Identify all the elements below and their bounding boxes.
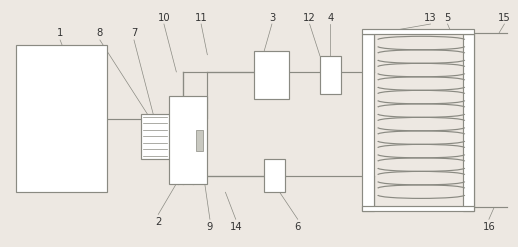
Bar (362, 206, 474, 211)
Bar (141, 114, 169, 159)
Text: 14: 14 (229, 222, 242, 232)
Bar (463, 34, 474, 211)
Text: 9: 9 (207, 222, 213, 232)
Bar (264, 159, 285, 192)
Bar (362, 34, 373, 211)
Text: 3: 3 (269, 13, 275, 23)
Text: 13: 13 (424, 13, 437, 23)
Text: 15: 15 (498, 13, 511, 23)
Text: 5: 5 (444, 13, 451, 23)
Text: 16: 16 (482, 222, 495, 232)
Bar (362, 29, 474, 34)
Bar (16, 45, 107, 192)
Bar (168, 97, 207, 184)
Text: 7: 7 (131, 28, 137, 38)
Text: 2: 2 (155, 217, 162, 227)
Text: 1: 1 (57, 28, 63, 38)
Text: 4: 4 (327, 13, 334, 23)
Text: 10: 10 (157, 13, 170, 23)
Bar (196, 130, 203, 150)
Bar (254, 51, 289, 99)
Text: 12: 12 (303, 13, 316, 23)
Bar (320, 56, 341, 94)
Text: 8: 8 (97, 28, 103, 38)
Text: 11: 11 (195, 13, 208, 23)
Text: 6: 6 (295, 222, 301, 232)
